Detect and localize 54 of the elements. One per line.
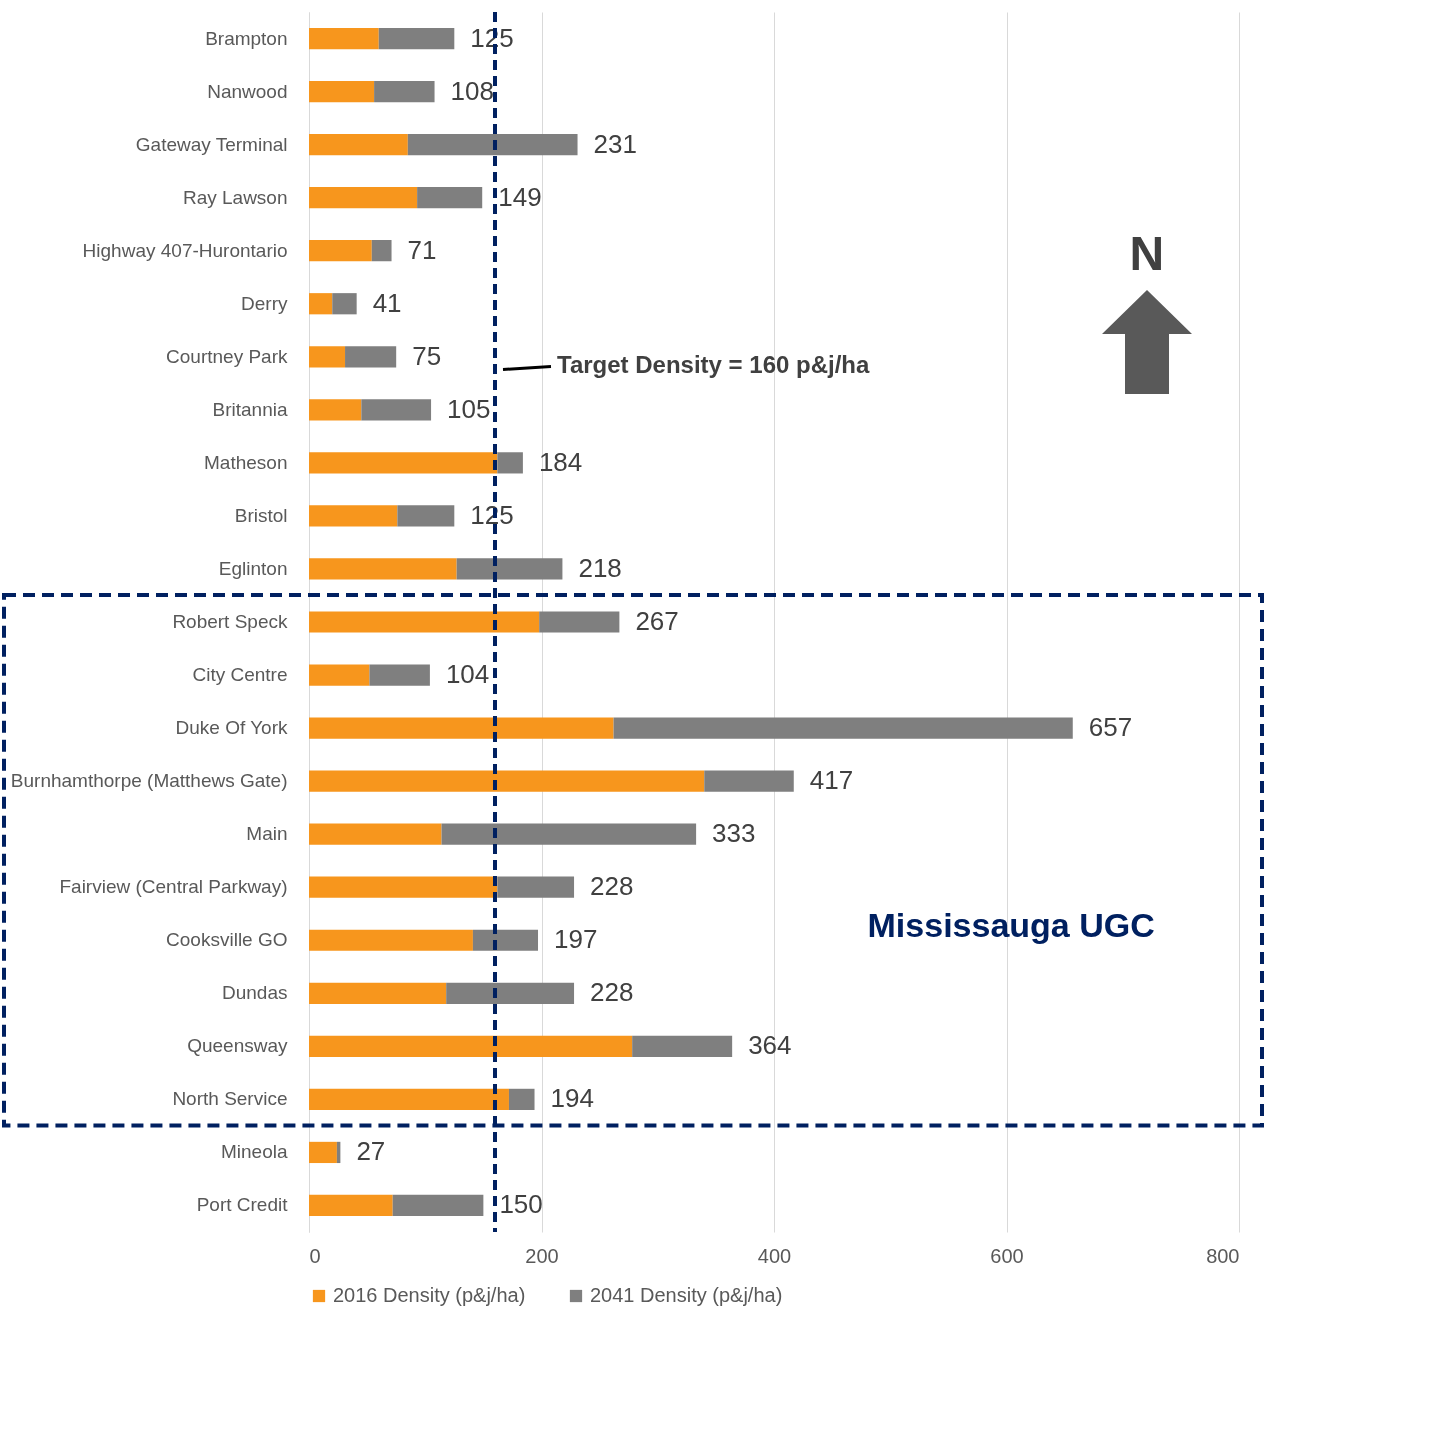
y-tick-label: Burnhamthorpe (Matthews Gate) <box>10 770 288 792</box>
x-tick-label: 0 <box>309 1244 321 1267</box>
total-label: 194 <box>550 1083 594 1114</box>
y-tick-label: Main <box>246 823 288 845</box>
y-tick-label: Derry <box>241 292 288 314</box>
total-label: 184 <box>538 446 583 477</box>
y-tick-label: Gateway Terminal <box>135 133 288 155</box>
x-tick-label: 600 <box>990 1244 1024 1267</box>
total-label: 149 <box>498 181 542 212</box>
y-tick-label: Port Credit <box>196 1194 289 1216</box>
y-tick-label: North Service <box>172 1088 288 1110</box>
x-tick-label: 200 <box>525 1244 559 1267</box>
y-tick-label: Bristol <box>234 504 288 526</box>
y-tick-label: Duke Of York <box>175 717 288 739</box>
y-tick-label: Eglinton <box>218 557 288 579</box>
total-label: 104 <box>445 659 490 690</box>
x-tick-label: 400 <box>757 1244 792 1267</box>
annotation: Mississauga UGC <box>867 906 1155 944</box>
total-label: 41 <box>372 287 402 318</box>
y-tick-label: Courtney Park <box>166 345 288 367</box>
total-label: 218 <box>578 552 622 583</box>
total-label: 108 <box>450 75 494 106</box>
x-tick-label: 800 <box>1206 1244 1240 1267</box>
legend-label: 2016 Density (p&j/ha) <box>333 1284 526 1306</box>
total-label: 228 <box>590 977 634 1008</box>
y-tick-label: Brampton <box>205 27 288 49</box>
total-label: 364 <box>748 1030 792 1061</box>
y-tick-label: Matheson <box>204 451 288 473</box>
total-label: 75 <box>412 340 442 371</box>
y-tick-label: Ray Lawson <box>182 186 288 208</box>
y-tick-label: City Centre <box>192 664 288 686</box>
y-tick-label: Fairview (Central Parkway) <box>59 876 288 898</box>
y-tick-label: Mineola <box>220 1141 288 1163</box>
y-tick-label: Robert Speck <box>172 611 288 632</box>
ref-line-label: Target Density = 160 p&j/ha <box>557 351 870 379</box>
total-label: 71 <box>407 234 437 265</box>
total-label: 417 <box>809 765 854 796</box>
y-tick-label: Cooksville GO <box>166 929 288 951</box>
legend-label: 2041 Density (p&j/ha) <box>590 1284 783 1306</box>
total-label: 228 <box>590 871 634 902</box>
total-label: 657 <box>1088 712 1133 743</box>
total-label: 333 <box>712 818 756 849</box>
total-label: 267 <box>635 606 679 636</box>
total-label: 197 <box>554 924 598 955</box>
total-label: 150 <box>499 1189 543 1220</box>
total-label: 27 <box>356 1136 386 1167</box>
y-tick-label: Nanwood <box>207 80 288 102</box>
annotation: N <box>1129 227 1165 280</box>
y-tick-label: Dundas <box>222 982 288 1004</box>
y-tick-label: Britannia <box>212 398 288 420</box>
total-label: 105 <box>447 393 491 424</box>
total-label: 231 <box>593 128 637 159</box>
y-tick-label: Queensway <box>187 1035 288 1057</box>
y-tick-label: Highway 407-Hurontario <box>82 239 288 261</box>
